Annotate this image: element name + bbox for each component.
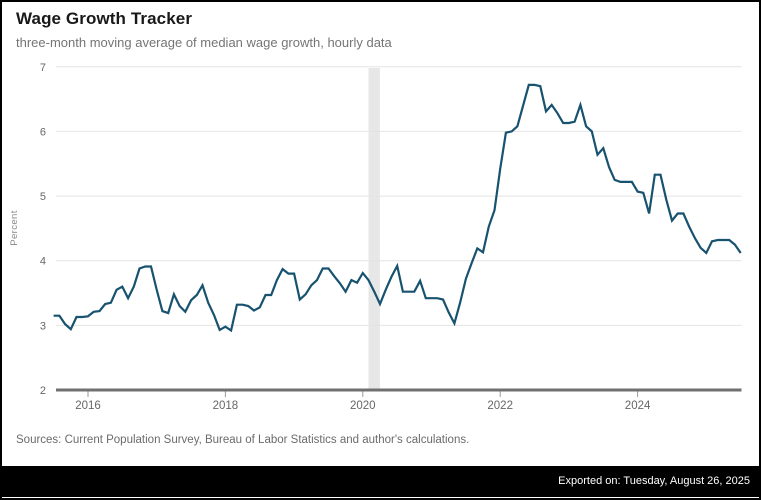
y-tick-label: 4 <box>40 256 46 268</box>
page-subtitle: three-month moving average of median wag… <box>16 35 392 50</box>
x-tick-label: 2016 <box>75 400 101 412</box>
x-tick-label: 2024 <box>625 400 651 412</box>
recession-band <box>368 68 380 389</box>
y-axis-label: Percent <box>9 210 20 246</box>
data-line <box>53 83 742 333</box>
wage-growth-line-chart: 2 3 4 5 6 7 Percent 2016 2018 2020 2022 2024 <box>9 62 742 412</box>
x-tick-label: 2020 <box>350 400 376 412</box>
y-tick-label: 7 <box>40 62 46 74</box>
y-tick-label: 3 <box>40 320 46 332</box>
y-tick-label: 2 <box>40 385 46 397</box>
export-timestamp: Exported on: Tuesday, August 26, 2025 <box>558 475 750 487</box>
y-tick-label: 6 <box>40 126 46 138</box>
sources-note: Sources: Current Population Survey, Bure… <box>16 434 470 446</box>
x-tick-label: 2022 <box>487 400 513 412</box>
page-title: Wage Growth Tracker <box>16 9 193 28</box>
y-tick-label: 5 <box>40 191 46 203</box>
x-tick-label: 2018 <box>213 400 239 412</box>
footer-bar: Exported on: Tuesday, August 26, 2025 <box>2 466 759 497</box>
